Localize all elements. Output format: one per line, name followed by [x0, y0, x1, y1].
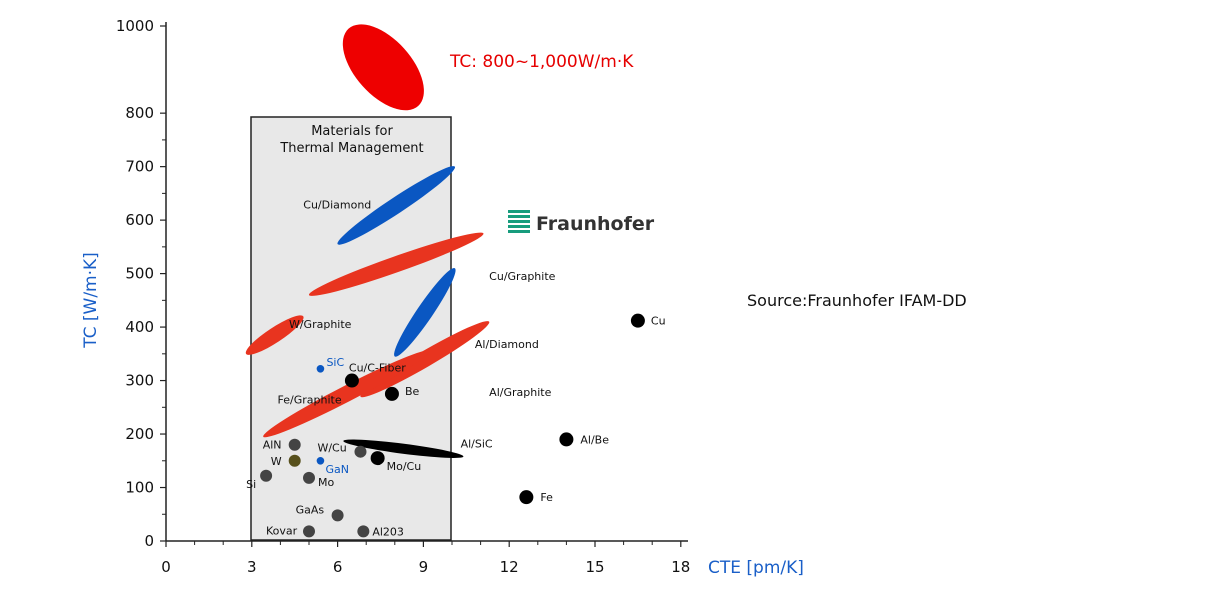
point-label: W: [271, 455, 282, 468]
fraunhofer-logo-icon: [508, 210, 530, 233]
y-tick-label: 300: [125, 372, 154, 390]
fraunhofer-logo-text: Fraunhofer: [536, 213, 655, 235]
y-tick-label: 100: [125, 479, 154, 497]
point-si: [260, 469, 273, 482]
composite-tc-800-1-000w-m-k: [342, 24, 424, 111]
point-label: GaAs: [296, 503, 325, 516]
point-cu-c-fiber: [344, 373, 359, 388]
x-tick-label: 3: [247, 558, 257, 576]
y-tick-label: 700: [125, 158, 154, 176]
x-tick-label: 6: [333, 558, 343, 576]
y-tick-label: 0: [144, 532, 154, 550]
y-tick-label: 400: [125, 318, 154, 336]
x-tick-label: 9: [419, 558, 429, 576]
point-gaas: [331, 509, 344, 522]
point-w: [288, 454, 301, 467]
composite-w-graphite: [245, 315, 304, 355]
point-mo: [303, 471, 315, 484]
region-label-line1: Materials for: [311, 124, 393, 139]
y-tick-label: 500: [125, 265, 154, 283]
composite-cu-diamond: [337, 166, 456, 245]
point-label: W/Cu: [317, 442, 346, 455]
point-fe: [519, 490, 534, 505]
composite-label: Fe/Graphite: [278, 394, 342, 407]
point-sic: [316, 364, 325, 373]
x-tick-label: 18: [671, 558, 690, 576]
composite-label: W/Graphite: [289, 318, 352, 331]
x-tick-label: 15: [585, 558, 604, 576]
point-label: Kovar: [266, 524, 298, 537]
y-tick-label: 600: [125, 211, 154, 229]
point-label: Al/Be: [580, 433, 609, 446]
composite-fe-graphite: [263, 350, 430, 438]
point-label: Mo: [318, 476, 334, 489]
y-tick-label: 200: [125, 425, 154, 443]
point-label: Si: [246, 478, 256, 491]
composite-label: Al/SiC: [461, 437, 493, 450]
point-label: Be: [405, 385, 420, 398]
point-gan: [316, 456, 325, 465]
composite-label: Cu/Graphite: [489, 270, 555, 283]
composite-al-diamond: [394, 268, 456, 357]
point-al203: [357, 525, 370, 538]
y-tick-label: 800: [125, 104, 154, 122]
point-label: Cu/C-Fiber: [349, 362, 406, 375]
point-aln: [288, 438, 301, 451]
point-mo-cu: [370, 451, 385, 466]
composite-al-sic: [343, 439, 464, 458]
composite-label: Cu/Diamond: [303, 198, 371, 211]
fraunhofer-logo: Fraunhofer: [508, 210, 655, 235]
source-note: Source:Fraunhofer IFAM-DD: [747, 291, 967, 310]
composite-label: Al/Graphite: [489, 386, 551, 399]
y-tick-label: 1000: [116, 17, 154, 35]
point-label: Fe: [540, 491, 553, 504]
region-label-line2: Thermal Management: [279, 141, 423, 156]
point-al-be: [559, 432, 574, 447]
composite-cu-graphite: [308, 232, 484, 296]
point-label: AlN: [263, 439, 282, 452]
headline-tc-range: TC: 800~1,000W/m·K: [449, 52, 634, 72]
x-tick-label: 12: [500, 558, 519, 576]
point-cu: [630, 313, 645, 328]
composite-label: Al/Diamond: [475, 338, 539, 351]
point-w-cu: [354, 445, 367, 458]
y-axis-title: TC [W/m·K]: [81, 252, 101, 349]
point-label: Cu: [651, 315, 666, 328]
point-label: SiC: [326, 356, 344, 369]
point-label: Al203: [372, 525, 404, 538]
x-tick-label: 0: [161, 558, 171, 576]
point-kovar: [303, 525, 315, 538]
point-label: Mo/Cu: [387, 460, 422, 473]
point-be: [384, 386, 399, 401]
composite-al-graphite: [360, 321, 490, 398]
point-label: GaN: [325, 463, 349, 476]
x-axis-title: CTE [pm/K]: [708, 558, 804, 578]
